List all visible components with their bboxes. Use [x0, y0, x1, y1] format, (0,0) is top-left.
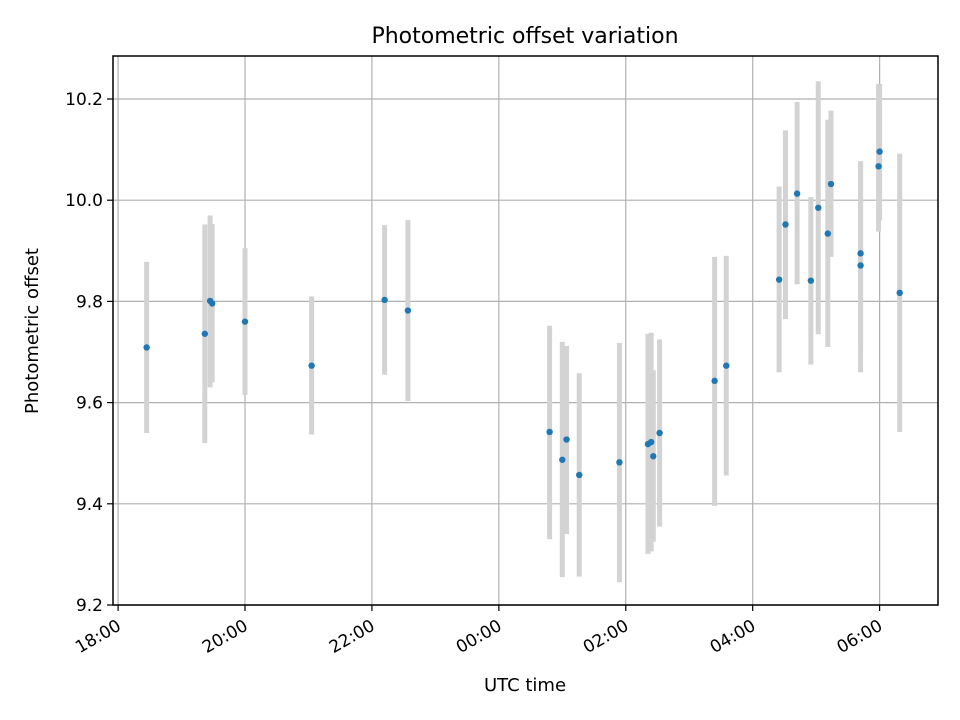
data-point [576, 471, 583, 479]
x-tick-label: 20:00 [199, 616, 251, 658]
data-point [656, 429, 663, 437]
data-point [775, 276, 783, 283]
y-axis-ticks: 9.2 9.4 9.6 9.8 10.0 10.2 [65, 90, 113, 616]
y-tick-label: 9.4 [76, 495, 103, 515]
x-tick-label: 22:00 [326, 616, 378, 658]
x-tick-label: 04:00 [707, 616, 759, 658]
data-point [723, 362, 730, 369]
data-point [857, 250, 864, 257]
data-point [546, 428, 553, 436]
data-point [782, 221, 789, 228]
data-point [815, 204, 822, 211]
y-tick-label: 9.6 [76, 394, 103, 414]
data-point [559, 456, 566, 463]
data-points [143, 148, 903, 479]
data-point [404, 307, 412, 314]
x-axis-label: UTC time [484, 675, 566, 696]
y-tick-label: 10.2 [65, 90, 103, 110]
x-tick-label: 02:00 [580, 616, 632, 658]
data-point [650, 453, 657, 460]
x-tick-label: 18:00 [72, 616, 124, 658]
data-point [381, 296, 388, 304]
data-point [857, 262, 864, 269]
y-tick-label: 9.8 [76, 292, 103, 312]
data-point [308, 362, 315, 369]
data-point [647, 438, 655, 446]
plot-frame [112, 55, 939, 606]
data-point [807, 277, 815, 284]
data-point [875, 163, 882, 170]
data-point [876, 148, 883, 155]
data-point [896, 289, 903, 297]
data-point [201, 330, 209, 337]
data-point [616, 459, 623, 466]
y-axis-label: Photometric offset [22, 248, 43, 414]
data-point [793, 190, 801, 197]
grid-lines [113, 56, 938, 606]
data-point [209, 300, 216, 307]
error-bars [144, 81, 903, 583]
data-point [143, 344, 150, 351]
y-tick-label: 10.0 [65, 191, 103, 211]
x-axis-ticks: 18:00 20:00 22:00 00:00 02:00 04:00 06:00 [72, 605, 886, 658]
data-point [563, 436, 570, 443]
x-tick-label: 00:00 [453, 616, 505, 658]
data-point [241, 318, 249, 325]
data-point [824, 230, 831, 237]
chart-title: Photometric offset variation [371, 24, 678, 49]
y-tick-label: 9.2 [76, 596, 103, 616]
data-point [827, 180, 835, 188]
data-point [711, 377, 718, 385]
x-tick-label: 06:00 [834, 616, 886, 658]
